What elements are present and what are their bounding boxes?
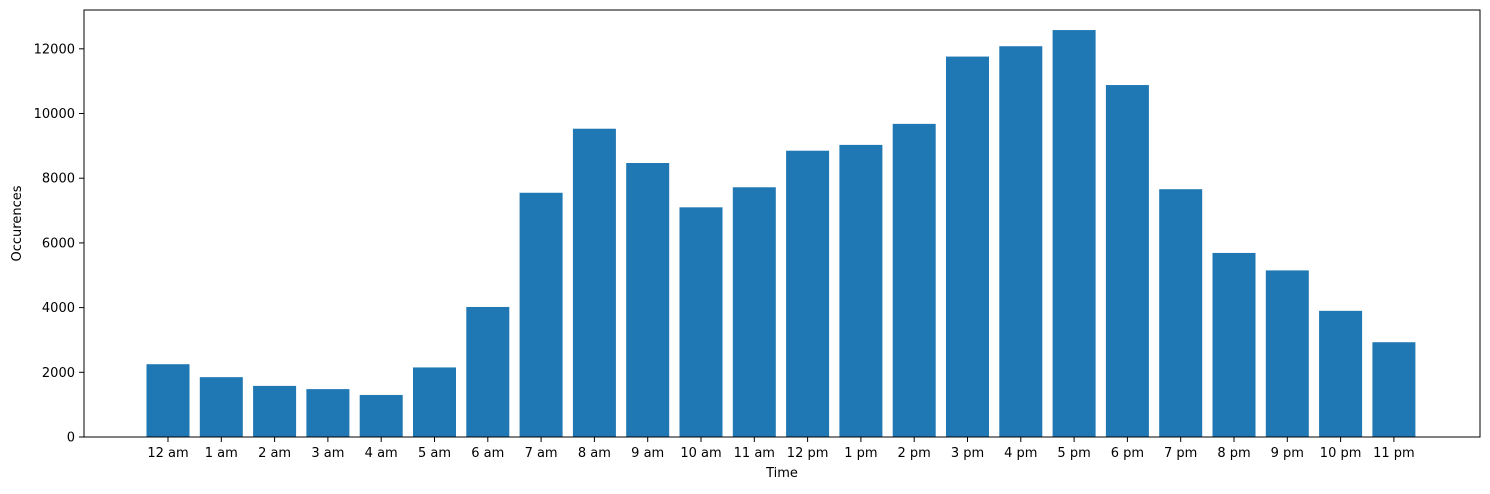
x-tick-label: 10 am xyxy=(680,446,721,461)
y-tick-label: 12000 xyxy=(34,42,75,57)
bar-12-pm xyxy=(786,150,830,437)
bar-3-am xyxy=(306,389,350,437)
x-tick-label: 10 pm xyxy=(1320,446,1362,461)
x-tick-label: 11 am xyxy=(734,446,775,461)
bar-4-am xyxy=(359,394,403,437)
bar-9-am xyxy=(626,163,670,437)
x-tick-label: 9 pm xyxy=(1271,446,1304,461)
x-tick-label: 1 pm xyxy=(844,446,877,461)
x-axis: 12 am 1 am 2 am 3 am 4 am 5 am 6 am 7 am 8 am 9 a… xyxy=(147,437,1415,461)
bar-10-pm xyxy=(1319,310,1363,437)
x-tick-label: 2 pm xyxy=(898,446,931,461)
x-tick-label: 1 am xyxy=(205,446,238,461)
bar-7-am xyxy=(519,192,563,437)
x-tick-label: 5 pm xyxy=(1057,446,1090,461)
x-tick-label: 7 pm xyxy=(1164,446,1197,461)
y-axis: 0 2000 4000 6000 8000 10000 12000 xyxy=(34,42,84,446)
x-tick-label: 9 am xyxy=(631,446,664,461)
x-tick-label: 5 am xyxy=(418,446,451,461)
bar-5-am xyxy=(413,367,456,437)
bar-11-am xyxy=(732,187,776,437)
x-tick-label: 4 pm xyxy=(1004,446,1037,461)
y-axis-label: Occurences xyxy=(10,185,25,261)
plot-frame xyxy=(83,9,1481,438)
bar-1-am xyxy=(199,377,243,437)
bar-2-pm xyxy=(892,123,936,438)
bar-9-pm xyxy=(1265,270,1309,437)
x-tick-label: 11 pm xyxy=(1373,446,1415,461)
x-tick-label: 7 am xyxy=(525,446,558,461)
bar-8-am xyxy=(572,128,616,437)
bar-6-pm xyxy=(1105,85,1149,438)
bar-2-am xyxy=(253,385,297,437)
y-tick-label: 8000 xyxy=(42,172,75,187)
x-tick-label: 3 am xyxy=(311,446,344,461)
bar-5-pm xyxy=(1052,30,1096,438)
bars-layer xyxy=(146,30,1416,438)
x-axis-label: Time xyxy=(765,466,798,481)
y-tick-label: 2000 xyxy=(42,366,75,381)
bar-6-am xyxy=(466,306,510,437)
x-tick-label: 3 pm xyxy=(951,446,984,461)
bar-3-pm xyxy=(946,56,989,437)
x-tick-label: 12 am xyxy=(147,446,188,461)
bar-12-am xyxy=(146,364,190,437)
x-tick-label: 8 am xyxy=(578,446,611,461)
y-tick-label: 0 xyxy=(67,431,75,446)
bar-7-pm xyxy=(1159,189,1203,437)
x-tick-label: 12 pm xyxy=(787,446,829,461)
x-tick-label: 8 pm xyxy=(1217,446,1250,461)
y-tick-label: 10000 xyxy=(34,107,75,122)
bar-8-pm xyxy=(1212,252,1256,437)
bar-11-pm xyxy=(1372,342,1416,437)
y-tick-label: 4000 xyxy=(42,301,75,316)
bar-1-pm xyxy=(839,144,883,437)
bar-10-am xyxy=(679,207,723,437)
y-tick-label: 6000 xyxy=(42,236,75,251)
x-tick-label: 6 am xyxy=(471,446,504,461)
x-tick-label: 4 am xyxy=(365,446,398,461)
bar-4-pm xyxy=(999,46,1043,437)
x-tick-label: 2 am xyxy=(258,446,291,461)
x-tick-label: 6 pm xyxy=(1111,446,1144,461)
